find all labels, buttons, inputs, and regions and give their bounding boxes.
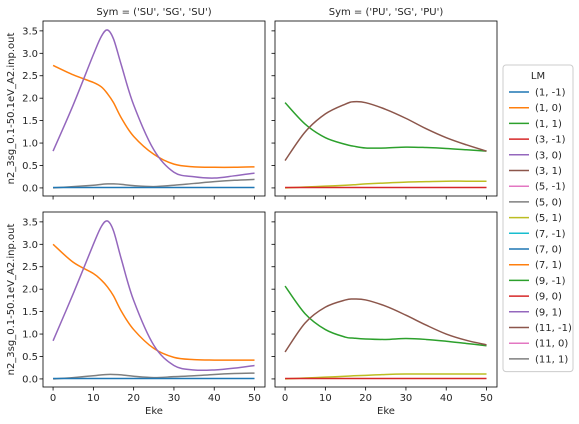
- series-line: [53, 178, 255, 189]
- y-tick-label: 0.0: [22, 374, 38, 385]
- legend-label: (3, 1): [535, 166, 562, 177]
- series-line: [284, 102, 487, 152]
- plot-area: [284, 100, 487, 189]
- legend-label: (11, 1): [535, 354, 568, 365]
- x-tick-label: 10: [87, 393, 100, 404]
- series-line: [284, 285, 487, 347]
- y-tick-label: 2.5: [22, 71, 38, 82]
- legend-label: (7, 1): [535, 260, 562, 271]
- axes-frame: [42, 211, 266, 388]
- legend-label: (5, -1): [535, 182, 566, 193]
- y-tick-label: 3.0: [22, 49, 38, 60]
- legend-label: (3, -1): [535, 135, 566, 146]
- series-line: [52, 64, 255, 169]
- legend-label: (3, 0): [535, 150, 562, 161]
- legend-label: (11, 0): [535, 339, 568, 350]
- plot-area: [52, 29, 255, 189]
- legend-label: (5, 0): [535, 197, 562, 208]
- x-tick-label: 10: [319, 393, 332, 404]
- x-tick-label: 40: [440, 393, 453, 404]
- series-line: [53, 372, 255, 380]
- legend-label: (11, -1): [535, 323, 572, 334]
- series-line: [52, 220, 255, 372]
- y-tick-label: 3.0: [22, 240, 38, 251]
- legend-label: (7, -1): [535, 229, 566, 240]
- x-tick-label: 30: [168, 393, 181, 404]
- y-tick-label: 2.0: [22, 285, 38, 296]
- legend-box: [502, 64, 574, 373]
- plot-area: [52, 220, 255, 380]
- x-tick-label: 0: [50, 393, 56, 404]
- y-tick-label: 1.0: [22, 139, 38, 150]
- series-line: [285, 180, 487, 189]
- legend-label: (1, 0): [535, 103, 562, 114]
- legend-label: (1, -1): [535, 88, 566, 99]
- series-line: [52, 243, 255, 361]
- y-tick-label: 1.5: [22, 116, 38, 127]
- axes-frame: [274, 20, 498, 197]
- y-tick-label: 2.0: [22, 94, 38, 105]
- y-tick-label: 1.5: [22, 307, 38, 318]
- x-tick-label: 50: [248, 393, 261, 404]
- y-tick-label: 2.5: [22, 262, 38, 273]
- series-line: [284, 100, 487, 161]
- legend-label: (1, 1): [535, 119, 562, 130]
- y-tick-label: 0.5: [22, 352, 38, 363]
- subplot-title: Sym = ('SU', 'SG', 'SU'): [96, 7, 211, 18]
- y-tick-label: 0.0: [22, 183, 38, 194]
- x-tick-label: 0: [282, 393, 288, 404]
- x-tick-label: 20: [127, 393, 140, 404]
- legend-label: (5, 1): [535, 213, 562, 224]
- y-tick-label: 3.5: [22, 26, 38, 37]
- y-tick-label: 0.5: [22, 161, 38, 172]
- plot-area: [284, 285, 487, 380]
- subplot-title: Sym = ('PU', 'SG', 'PU'): [329, 7, 444, 18]
- series-line: [285, 373, 487, 380]
- y-tick-label: 1.0: [22, 330, 38, 341]
- legend-label: (9, 0): [535, 292, 562, 303]
- x-tick-label: 20: [359, 393, 372, 404]
- y-axis-label: n2_3sg_0.1-50.1eV_A2.inp.out: [6, 33, 17, 185]
- series-line: [284, 298, 487, 353]
- x-axis-label: Eke: [377, 406, 395, 417]
- x-tick-label: 50: [480, 393, 493, 404]
- legend-label: (9, 1): [535, 307, 562, 318]
- y-tick-label: 3.5: [22, 217, 38, 228]
- x-tick-label: 40: [208, 393, 221, 404]
- x-axis-label: Eke: [145, 406, 163, 417]
- legend-label: (7, 0): [535, 245, 562, 256]
- legend-title: LM: [531, 71, 545, 82]
- series-line: [52, 29, 255, 179]
- axes-frame: [42, 20, 266, 197]
- legend-label: (9, -1): [535, 276, 566, 287]
- axes-frame: [274, 211, 498, 388]
- x-tick-label: 30: [400, 393, 413, 404]
- y-axis-label: n2_3sg_0.1-50.1eV_A2.inp.out: [6, 224, 17, 376]
